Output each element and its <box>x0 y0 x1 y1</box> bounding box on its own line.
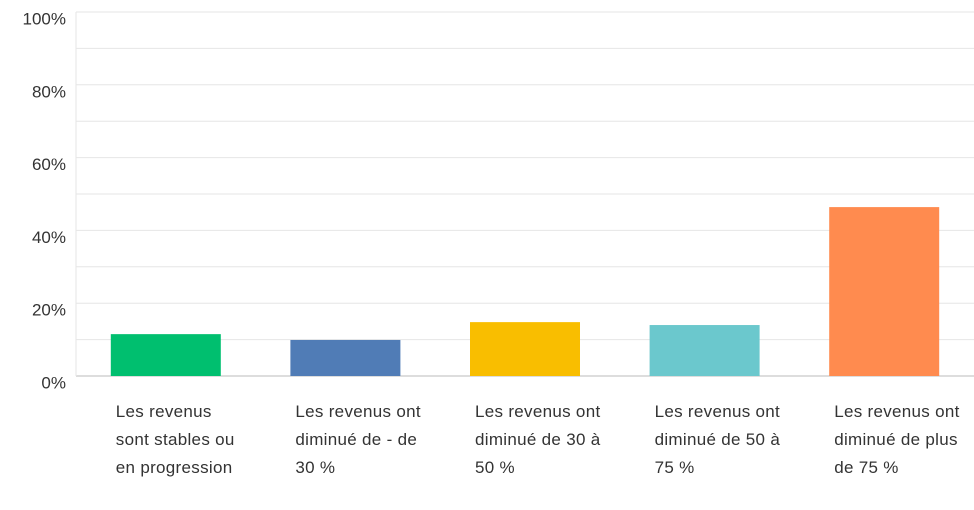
bar <box>110 334 221 376</box>
x-tick-label: Les revenus ont diminué de 50 à 75 % <box>654 402 781 477</box>
x-tick-label: Les revenus ont diminué de 30 à 50 % <box>475 402 601 477</box>
x-tick-label: Les revenus ont diminué de plus de 75 % <box>834 402 960 477</box>
y-tick-label: 60% <box>32 155 66 174</box>
y-tick-label: 100% <box>23 9 66 28</box>
x-tick-label: Les revenus sont stables ou en progressi… <box>115 402 235 477</box>
bar <box>829 207 940 376</box>
y-tick-label: 20% <box>32 301 66 320</box>
x-tick-label: Les revenus ont diminué de - de 30 % <box>295 402 421 477</box>
bar <box>470 322 580 376</box>
y-tick-label: 80% <box>32 82 66 101</box>
y-tick-label: 40% <box>32 228 66 247</box>
bar <box>290 339 401 376</box>
bar <box>649 325 760 376</box>
y-tick-label: 0% <box>41 373 66 392</box>
